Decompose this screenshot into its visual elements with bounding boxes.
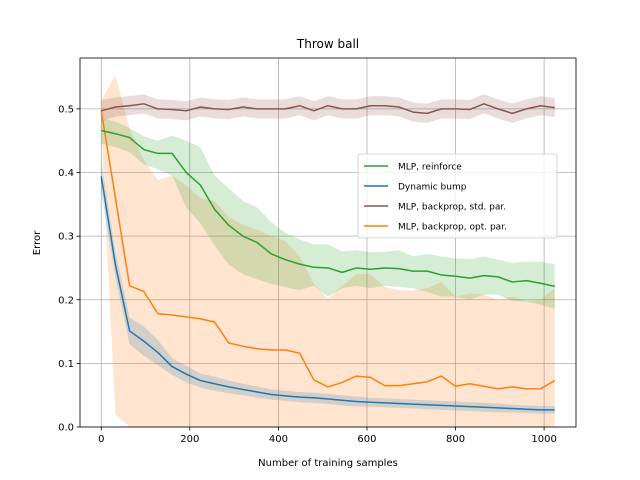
- y-tick-label: 0.0: [58, 423, 74, 434]
- x-tick-label: 600: [357, 434, 376, 445]
- y-tick-label: 0.2: [58, 295, 74, 306]
- y-tick-label: 0.4: [58, 168, 74, 179]
- series-lines: [100, 103, 556, 411]
- legend-label: Dynamic bump: [398, 183, 467, 193]
- chart-title: Throw ball: [296, 37, 359, 51]
- series-line-1: [100, 176, 555, 411]
- legend-box: [357, 153, 558, 239]
- confidence-band-2: [101, 94, 555, 123]
- x-tick-label: 0: [98, 434, 104, 445]
- confidence-band-3: [101, 75, 555, 427]
- x-tick-label: 400: [269, 434, 288, 445]
- x-tick-label: 1000: [531, 434, 556, 445]
- y-axis-ticks: 0.0 0.1 0.2 0.3 0.4 0.5: [58, 104, 80, 434]
- confidence-bands: [101, 75, 555, 427]
- x-axis-label: Number of training samples: [258, 458, 398, 469]
- y-tick-label: 0.5: [58, 104, 74, 115]
- x-tick-label: 800: [446, 434, 465, 445]
- confidence-band-0: [101, 118, 555, 309]
- series-line-0: [101, 129, 555, 288]
- y-axis-label: Error: [32, 230, 43, 255]
- x-tick-label: 200: [180, 434, 199, 445]
- series-line-2: [101, 103, 555, 115]
- legend-label: MLP, reinforce: [398, 163, 462, 173]
- legend-label: MLP, backprop, std. par.: [398, 203, 506, 213]
- y-tick-label: 0.3: [58, 232, 74, 243]
- plot-frame: [79, 57, 577, 428]
- y-tick-label: 0.1: [58, 359, 74, 370]
- legend: MLP, reinforce Dynamic bump MLP, backprop,…: [357, 153, 558, 239]
- series-line-3: [100, 110, 556, 390]
- x-axis-ticks: 0 200 400 600 800 1000: [98, 427, 557, 445]
- legend-label: MLP, backprop, opt. par.: [398, 223, 507, 233]
